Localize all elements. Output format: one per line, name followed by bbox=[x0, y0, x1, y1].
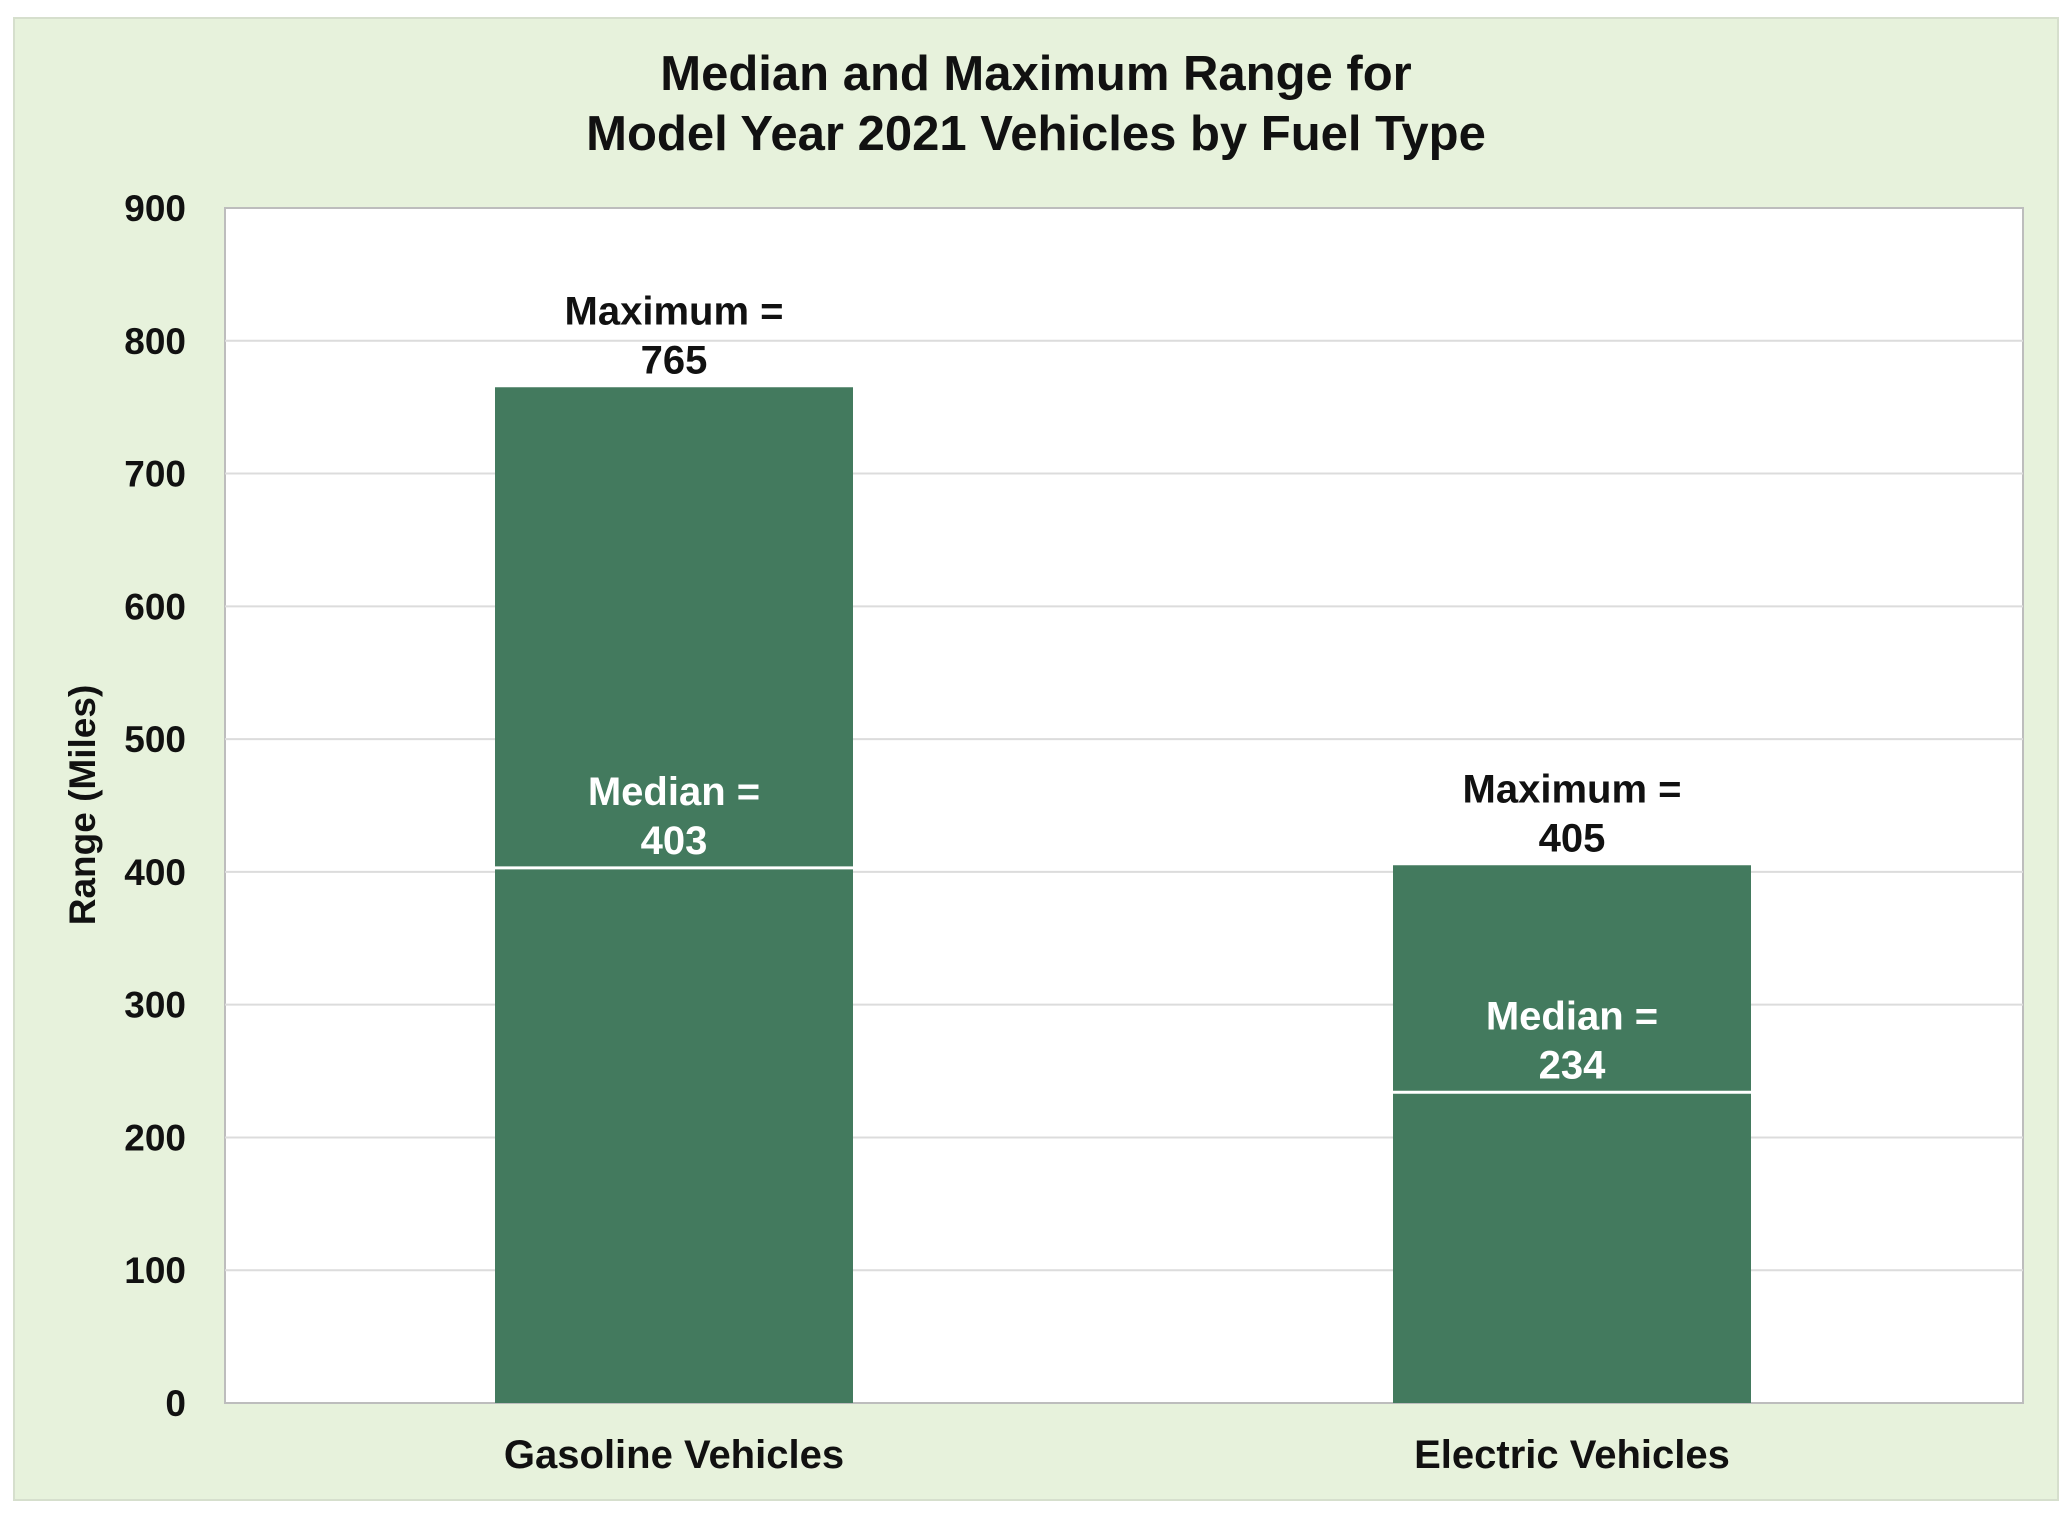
plot-area bbox=[224, 207, 2024, 1404]
y-tick-label-500: 500 bbox=[124, 719, 186, 760]
max-label-value: 405 bbox=[1539, 816, 1606, 860]
y-tick-label-200: 200 bbox=[124, 1117, 186, 1158]
y-tick-label-700: 700 bbox=[124, 454, 186, 495]
median-label-line-1: Median = bbox=[588, 770, 760, 814]
x-category-label-electric: Electric Vehicles bbox=[1414, 1433, 1730, 1477]
median-label-value: 403 bbox=[641, 819, 708, 863]
bar-gasoline bbox=[495, 387, 853, 1403]
y-tick-label-600: 600 bbox=[124, 586, 186, 627]
bars bbox=[495, 387, 1751, 1403]
max-label-value: 765 bbox=[641, 338, 708, 382]
bar-electric bbox=[1393, 865, 1751, 1403]
y-tick-label-400: 400 bbox=[124, 852, 186, 893]
data-labels: Maximum = 765 Median = 403 Maximum = 405 Media… bbox=[565, 289, 1682, 1087]
y-tick-label-800: 800 bbox=[124, 321, 186, 362]
y-tick-label-0: 0 bbox=[165, 1383, 186, 1424]
max-label-line-1: Maximum = bbox=[565, 289, 784, 333]
x-category-label-gasoline: Gasoline Vehicles bbox=[504, 1433, 844, 1477]
y-axis-label: Range (Miles) bbox=[62, 685, 103, 926]
y-tick-label-300: 300 bbox=[124, 985, 186, 1026]
median-label-line-1: Median = bbox=[1486, 994, 1658, 1038]
x-axis-categories: Gasoline Vehicles Electric Vehicles bbox=[504, 1433, 1730, 1477]
chart-title-line-1: Median and Maximum Range for bbox=[660, 47, 1411, 101]
median-label-value: 234 bbox=[1539, 1043, 1606, 1087]
chart-title-line-2: Model Year 2021 Vehicles by Fuel Type bbox=[586, 107, 1486, 161]
y-tick-label-900: 900 bbox=[124, 188, 186, 229]
max-label-line-1: Maximum = bbox=[1463, 767, 1682, 811]
y-axis-ticks: 0 100 200 300 400 500 600 700 800 900 bbox=[124, 188, 186, 1424]
y-tick-label-100: 100 bbox=[124, 1250, 186, 1291]
